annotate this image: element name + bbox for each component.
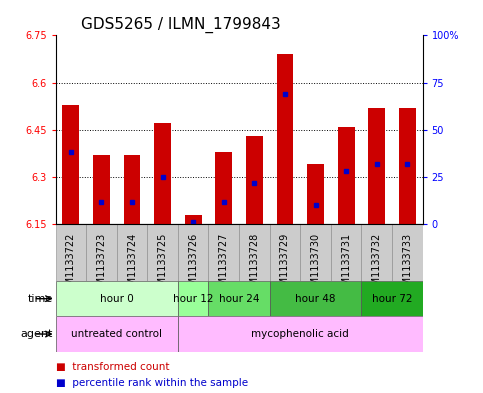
Bar (62, 105, 79, 224)
Text: hour 48: hour 48 (295, 294, 336, 304)
Text: ■  percentile rank within the sample: ■ percentile rank within the sample (56, 378, 248, 388)
Bar (178, 281, 209, 316)
Text: hour 72: hour 72 (372, 294, 412, 304)
Text: GSM1133733: GSM1133733 (402, 233, 412, 298)
Bar (147, 224, 178, 281)
Text: GSM1133722: GSM1133722 (66, 233, 76, 298)
Text: GSM1133732: GSM1133732 (372, 233, 382, 298)
Text: GSM1133730: GSM1133730 (311, 233, 321, 298)
Bar (93, 155, 110, 224)
Text: hour 12: hour 12 (173, 294, 213, 304)
Bar (338, 127, 355, 224)
Bar (154, 123, 171, 224)
Bar (178, 224, 209, 281)
Bar (361, 281, 423, 316)
Text: mycophenolic acid: mycophenolic acid (251, 329, 349, 339)
Bar (86, 224, 117, 281)
Bar (270, 224, 300, 281)
Bar (361, 224, 392, 281)
Text: GSM1133731: GSM1133731 (341, 233, 351, 298)
Bar (270, 281, 361, 316)
Bar (369, 108, 385, 224)
Text: GSM1133728: GSM1133728 (249, 233, 259, 298)
Bar (215, 152, 232, 224)
Bar (56, 224, 86, 281)
Bar (185, 215, 201, 224)
Bar (392, 224, 423, 281)
Text: GDS5265 / ILMN_1799843: GDS5265 / ILMN_1799843 (81, 17, 281, 33)
Text: GSM1133725: GSM1133725 (157, 233, 168, 298)
Bar (56, 281, 178, 316)
Bar (239, 224, 270, 281)
Text: GSM1133726: GSM1133726 (188, 233, 198, 298)
Bar (124, 155, 141, 224)
Bar (209, 281, 270, 316)
Text: agent: agent (21, 329, 53, 339)
Text: time: time (28, 294, 53, 304)
Bar (117, 224, 147, 281)
Text: GSM1133729: GSM1133729 (280, 233, 290, 298)
Text: hour 0: hour 0 (100, 294, 134, 304)
Bar (399, 108, 416, 224)
Bar (277, 54, 293, 224)
Text: GSM1133723: GSM1133723 (97, 233, 106, 298)
Text: GSM1133724: GSM1133724 (127, 233, 137, 298)
Bar (178, 316, 423, 352)
Bar (331, 224, 361, 281)
Bar (246, 136, 263, 224)
Bar (56, 316, 178, 352)
Bar (307, 164, 324, 224)
Text: untreated control: untreated control (71, 329, 162, 339)
Bar (300, 224, 331, 281)
Text: hour 24: hour 24 (219, 294, 259, 304)
Bar (209, 224, 239, 281)
Text: ■  transformed count: ■ transformed count (56, 362, 169, 373)
Text: GSM1133727: GSM1133727 (219, 233, 229, 298)
